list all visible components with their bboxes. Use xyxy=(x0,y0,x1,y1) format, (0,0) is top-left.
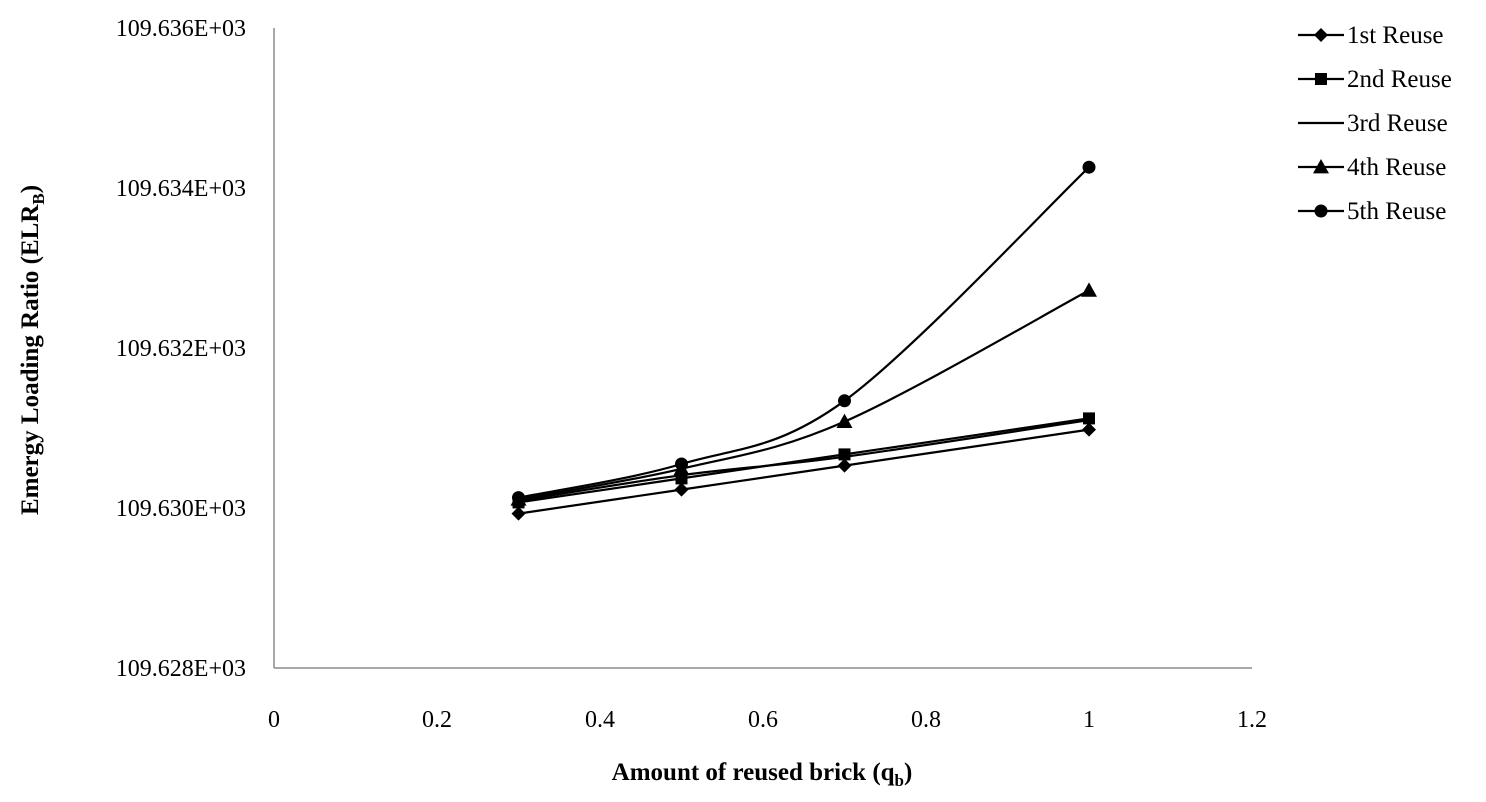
series-line xyxy=(519,290,1090,499)
y-tick-label: 109.630E+03 xyxy=(116,496,246,522)
y-tick-label: 109.634E+03 xyxy=(116,176,246,202)
legend-marker xyxy=(1315,205,1328,218)
data-point xyxy=(675,458,688,471)
x-tick-label: 0.4 xyxy=(585,707,615,733)
legend-label: 1st Reuse xyxy=(1347,22,1444,49)
y-axis-title: Emergy Loading Ratio (ELRB) xyxy=(17,185,48,515)
legend-item: 2nd Reuse xyxy=(1298,66,1452,93)
series-lines xyxy=(511,161,1098,521)
data-point xyxy=(512,491,525,504)
legend-item: 5th Reuse xyxy=(1298,198,1446,225)
data-point xyxy=(838,394,851,407)
x-tick-label: 0.6 xyxy=(748,707,778,733)
data-point xyxy=(1081,282,1097,296)
data-point xyxy=(1083,161,1096,174)
series-5 xyxy=(512,161,1096,504)
legend-label: 2nd Reuse xyxy=(1347,66,1452,93)
legend-item: 4th Reuse xyxy=(1298,154,1446,181)
legend-label: 5th Reuse xyxy=(1347,198,1446,225)
x-tick-label: 0.2 xyxy=(422,707,452,733)
x-tick-label: 0.8 xyxy=(911,707,941,733)
series-line xyxy=(519,418,1090,502)
tick-labels: 0 0.2 0.4 0.6 0.8 1 1.2 109.628E+03 109.630E+03 1… xyxy=(116,16,1267,733)
data-point xyxy=(838,459,852,473)
data-point xyxy=(675,483,689,497)
legend-item: 1st Reuse xyxy=(1298,22,1444,49)
y-tick-label: 109.636E+03 xyxy=(116,16,246,42)
legend: 1st Reuse 2nd Reuse 3rd Reuse 4th Reuse 5th … xyxy=(1298,22,1452,225)
x-tick-label: 1 xyxy=(1083,707,1095,733)
axes xyxy=(274,28,1252,668)
data-point xyxy=(839,448,851,460)
data-point xyxy=(837,414,853,428)
legend-label: 3rd Reuse xyxy=(1347,110,1448,137)
y-tick-label: 109.632E+03 xyxy=(116,336,246,362)
legend-marker xyxy=(1315,73,1327,85)
y-tick-label: 109.628E+03 xyxy=(116,656,246,682)
series-line xyxy=(519,167,1090,497)
x-axis-title: Amount of reused brick (qb) xyxy=(612,759,913,790)
data-point xyxy=(512,507,526,521)
series-line xyxy=(519,430,1090,514)
legend-label: 4th Reuse xyxy=(1347,154,1446,181)
data-point xyxy=(1083,412,1095,424)
x-tick-label: 0 xyxy=(268,707,280,733)
legend-item: 3rd Reuse xyxy=(1298,110,1448,137)
x-tick-label: 1.2 xyxy=(1237,707,1267,733)
data-point xyxy=(1082,423,1096,437)
legend-marker xyxy=(1314,28,1328,42)
